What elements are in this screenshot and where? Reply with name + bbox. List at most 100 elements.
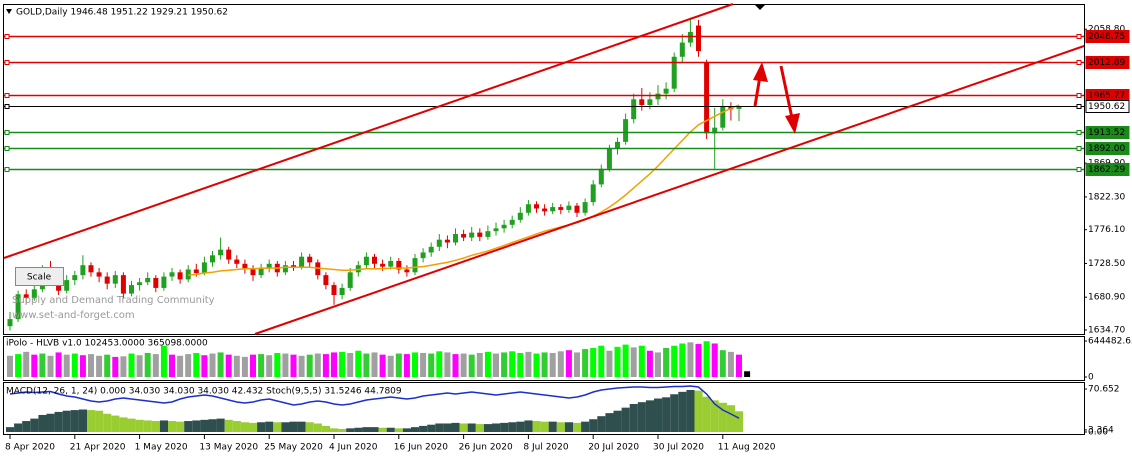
- macd-bar: [548, 421, 557, 432]
- volume-bar: [679, 343, 686, 377]
- x-tick-label: 21 Apr 2020: [70, 443, 126, 453]
- channel-lower: [254, 45, 1085, 335]
- volume-bar: [120, 356, 127, 377]
- macd-bar: [573, 422, 582, 432]
- channel-upper: [3, 3, 734, 259]
- candle-body: [112, 275, 118, 284]
- volume-bar: [484, 351, 491, 377]
- macd-bar: [354, 427, 363, 432]
- candle-body: [615, 141, 620, 149]
- volume-bar: [331, 352, 337, 377]
- candle-body: [218, 249, 224, 256]
- volume-bar: [136, 355, 143, 377]
- candle-body: [444, 239, 450, 243]
- level-anchor: [4, 34, 10, 39]
- level-anchor: [4, 93, 10, 98]
- macd-bar: [508, 422, 517, 432]
- macd-bar: [135, 419, 144, 432]
- macd-bar: [629, 404, 638, 432]
- macd-bar: [605, 413, 614, 432]
- macd-bar: [678, 391, 687, 432]
- volume-bar: [282, 353, 289, 377]
- volume-bar: [493, 353, 499, 377]
- volume-bar: [63, 354, 70, 377]
- macd-bar: [637, 402, 646, 432]
- macd-bar: [232, 421, 241, 432]
- macd-bar: [216, 418, 225, 432]
- volume-bar: [687, 342, 694, 377]
- candle-body: [307, 256, 313, 263]
- volume-bar: [509, 351, 516, 377]
- volume-bar: [152, 354, 159, 377]
- macd-bar: [370, 427, 379, 432]
- volume-bar: [96, 355, 103, 377]
- macd-bar: [411, 427, 420, 432]
- level-anchor: [1076, 104, 1082, 109]
- candle-body: [7, 319, 13, 327]
- volume-bar: [31, 354, 38, 377]
- volume-bar: [274, 352, 281, 377]
- volume-bar: [371, 352, 378, 377]
- plot: 2058.801869.901822.301776.101728.501680.…: [4, 17, 1132, 453]
- scale-label[interactable]: Scale: [27, 273, 52, 283]
- level-label: 2012.89: [1088, 58, 1125, 68]
- volume-bar: [582, 349, 589, 377]
- macd-bar: [670, 394, 679, 432]
- volume-bar: [468, 354, 475, 377]
- shift-marker: [755, 5, 765, 10]
- candle-body: [517, 212, 523, 220]
- candle-body: [96, 272, 102, 277]
- candle-body: [323, 275, 329, 286]
- macd-bar: [103, 413, 112, 432]
- candle-body: [234, 259, 240, 264]
- x-tick-label: 25 May 2020: [264, 443, 323, 453]
- volume-bar: [7, 355, 13, 377]
- menu-arrow[interactable]: [6, 9, 12, 14]
- level-label-box: [1085, 126, 1130, 139]
- candle-body: [704, 62, 710, 134]
- y-tick-label: 1680.90: [1088, 293, 1125, 303]
- macd-bar: [613, 410, 622, 432]
- candle-body: [647, 99, 653, 105]
- volume-bar: [39, 353, 46, 377]
- macd-bar: [654, 398, 663, 432]
- candle-body: [80, 265, 86, 276]
- level-anchor: [1076, 93, 1082, 98]
- volume-bar: [144, 352, 151, 377]
- macd-bar: [483, 424, 492, 432]
- level-label-box: [1085, 163, 1130, 176]
- volume-bar: [501, 352, 508, 377]
- candle-body: [299, 256, 305, 267]
- candle-body: [720, 106, 726, 128]
- candle-body: [88, 265, 94, 273]
- x-tick-label: 20 Jul 2020: [588, 443, 639, 453]
- volume-bar: [412, 352, 418, 377]
- macd-bar: [475, 424, 484, 432]
- level-anchor: [4, 167, 10, 172]
- candle-body: [31, 289, 37, 298]
- candle-body: [331, 285, 337, 296]
- candle-body: [461, 234, 467, 238]
- volume-bar: [736, 354, 742, 377]
- scale-button[interactable]: Scale: [15, 267, 64, 286]
- candle-body: [363, 256, 369, 266]
- volume-bar: [533, 353, 540, 377]
- volume-bar: [630, 347, 637, 377]
- volume-bar: [193, 352, 200, 377]
- level-anchor: [4, 60, 10, 65]
- macd-bar: [402, 428, 411, 432]
- macd-bar: [127, 418, 136, 432]
- macd-bar: [78, 409, 87, 432]
- candle-body: [590, 184, 596, 203]
- volume-bar: [298, 355, 305, 377]
- volume-bar: [646, 350, 653, 377]
- candle-body: [380, 263, 386, 267]
- volume-bar: [557, 351, 564, 377]
- macd-bar: [168, 421, 177, 432]
- volume-bar: [322, 354, 329, 377]
- volume-bar: [598, 345, 605, 377]
- macd-bar: [30, 418, 39, 432]
- candle-body: [663, 88, 669, 94]
- moving-average: [188, 104, 740, 276]
